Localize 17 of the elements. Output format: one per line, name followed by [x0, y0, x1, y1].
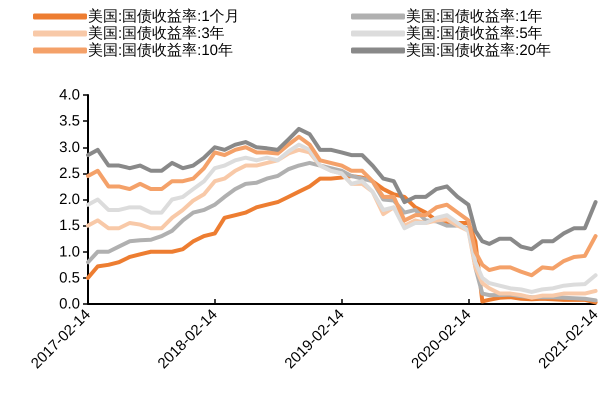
y-tick-label: 4.0: [59, 86, 80, 104]
y-tick-label: 1.5: [59, 217, 80, 234]
legend-label: 美国:国债收益率:3年: [88, 25, 225, 42]
y-tick-label: 1.0: [59, 243, 80, 260]
legend-label: 美国:国债收益率:10年: [88, 42, 234, 59]
y-tick-label: 3.5: [59, 112, 80, 130]
y-tick-label: 2.0: [59, 191, 80, 208]
legend-label: 美国:国债收益率:1个月: [88, 8, 240, 25]
y-tick-label: 0.5: [59, 269, 80, 286]
line-series: [86, 126, 598, 252]
line-series: [86, 134, 598, 278]
y-tick-label: 2.5: [59, 164, 80, 182]
y-tick-label: 3.0: [59, 138, 80, 156]
legend-label: 美国:国债收益率:1年: [406, 8, 543, 25]
legend-label: 美国:国债收益率:5年: [406, 25, 543, 42]
y-tick-label: 0.0: [59, 296, 80, 312]
legend-label: 美国:国债收益率:20年: [406, 42, 552, 59]
